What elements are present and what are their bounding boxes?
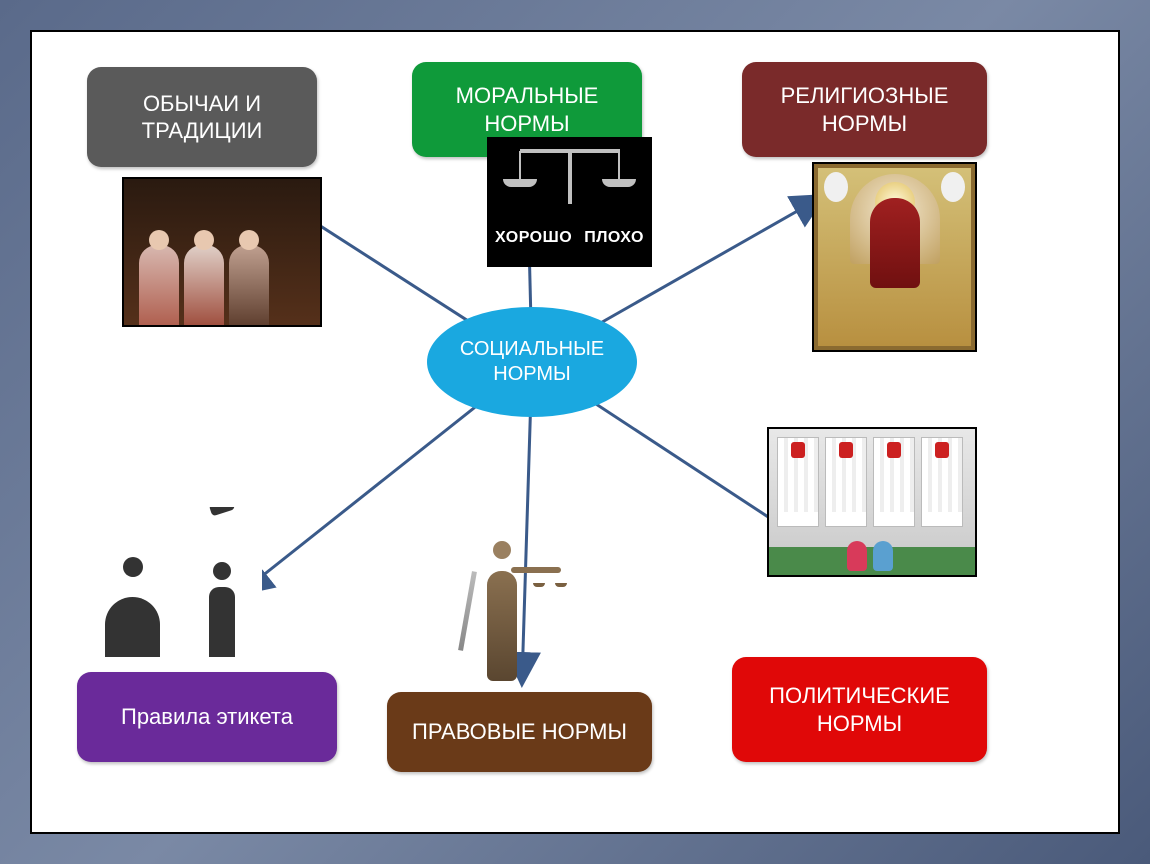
- node-customs-traditions: ОБЫЧАИ И ТРАДИЦИИ: [87, 67, 317, 167]
- moral-bad-label: ПЛОХО: [584, 229, 644, 247]
- illustration-themis: [427, 507, 577, 687]
- node-label: ОБЫЧАИ И ТРАДИЦИИ: [101, 90, 303, 145]
- node-label: ПРАВОВЫЕ НОРМЫ: [412, 718, 627, 746]
- node-etiquette-rules: Правила этикета: [77, 672, 337, 762]
- node-religious-norms: РЕЛИГИОЗНЫЕ НОРМЫ: [742, 62, 987, 157]
- node-label: РЕЛИГИОЗНЫЕ НОРМЫ: [756, 82, 973, 137]
- illustration-traditions: [122, 177, 322, 327]
- illustration-moral-scales: ХОРОШО ПЛОХО: [487, 137, 652, 267]
- moral-good-label: ХОРОШО: [495, 229, 572, 247]
- center-node-social-norms: СОЦИАЛЬНЫЕ НОРМЫ: [427, 307, 637, 417]
- illustration-voting: [767, 427, 977, 577]
- node-legal-norms: ПРАВОВЫЕ НОРМЫ: [387, 692, 652, 772]
- illustration-etiquette: [87, 507, 262, 657]
- node-label: ПОЛИТИЧЕСКИЕ НОРМЫ: [746, 682, 973, 737]
- center-node-label: СОЦИАЛЬНЫЕ НОРМЫ: [427, 337, 637, 387]
- node-label: Правила этикета: [121, 703, 293, 731]
- node-political-norms: ПОЛИТИЧЕСКИЕ НОРМЫ: [732, 657, 987, 762]
- node-label: МОРАЛЬНЫЕ НОРМЫ: [426, 82, 628, 137]
- diagram-canvas: СОЦИАЛЬНЫЕ НОРМЫ ОБЫЧАИ И ТРАДИЦИИ МОРАЛ…: [30, 30, 1120, 834]
- slide-frame: СОЦИАЛЬНЫЕ НОРМЫ ОБЫЧАИ И ТРАДИЦИИ МОРАЛ…: [0, 0, 1150, 864]
- illustration-religious-icon: [812, 162, 977, 352]
